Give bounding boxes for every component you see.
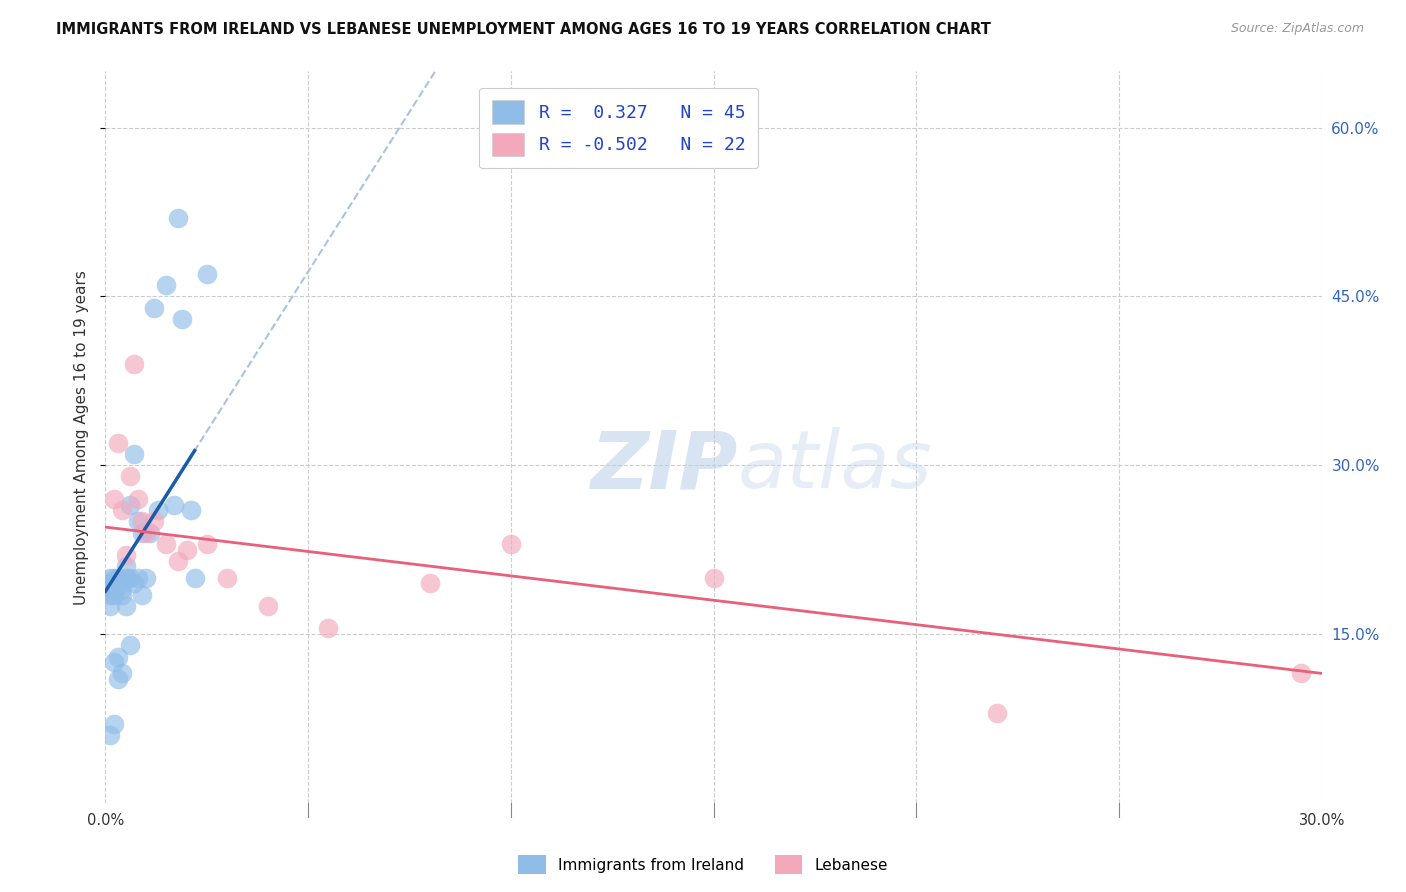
Text: atlas: atlas — [738, 427, 932, 506]
Point — [103, 717, 125, 731]
Point — [135, 571, 157, 585]
Point — [122, 447, 145, 461]
Text: ZIP: ZIP — [591, 427, 738, 506]
Point — [114, 559, 136, 574]
Point — [98, 576, 121, 591]
Point — [118, 571, 141, 585]
Point — [103, 582, 125, 596]
Point — [143, 301, 166, 315]
Point — [176, 542, 198, 557]
Point — [180, 503, 202, 517]
Point — [127, 491, 149, 506]
Point — [139, 525, 162, 540]
Point — [986, 706, 1008, 720]
Point — [131, 525, 153, 540]
Point — [103, 655, 125, 669]
Point — [131, 515, 153, 529]
Point — [143, 515, 166, 529]
Legend: Immigrants from Ireland, Lebanese: Immigrants from Ireland, Lebanese — [512, 849, 894, 880]
Point — [167, 211, 190, 225]
Legend: R =  0.327   N = 45, R = -0.502   N = 22: R = 0.327 N = 45, R = -0.502 N = 22 — [479, 87, 758, 169]
Point — [419, 576, 441, 591]
Point — [155, 537, 177, 551]
Point — [98, 571, 121, 585]
Point — [111, 588, 134, 602]
Point — [127, 515, 149, 529]
Point — [146, 503, 169, 517]
Point — [183, 571, 205, 585]
Point — [217, 571, 239, 585]
Point — [103, 588, 125, 602]
Point — [103, 576, 125, 591]
Point — [98, 599, 121, 613]
Point — [118, 498, 141, 512]
Point — [195, 537, 218, 551]
Point — [111, 576, 134, 591]
Point — [114, 599, 136, 613]
Point — [107, 576, 129, 591]
Point — [103, 571, 125, 585]
Point — [118, 469, 141, 483]
Point — [114, 571, 136, 585]
Point — [256, 599, 278, 613]
Text: Source: ZipAtlas.com: Source: ZipAtlas.com — [1230, 22, 1364, 36]
Point — [114, 548, 136, 562]
Point — [107, 649, 129, 664]
Point — [122, 576, 145, 591]
Point — [127, 571, 149, 585]
Point — [135, 525, 157, 540]
Point — [122, 357, 145, 371]
Point — [98, 728, 121, 742]
Point — [98, 576, 121, 591]
Point — [107, 571, 129, 585]
Point — [98, 582, 121, 596]
Point — [155, 278, 177, 293]
Point — [111, 666, 134, 681]
Point — [163, 498, 186, 512]
Point — [167, 554, 190, 568]
Point — [103, 491, 125, 506]
Point — [111, 503, 134, 517]
Point — [318, 621, 340, 635]
Y-axis label: Unemployment Among Ages 16 to 19 years: Unemployment Among Ages 16 to 19 years — [75, 269, 90, 605]
Point — [131, 588, 153, 602]
Point — [118, 638, 141, 652]
Point — [195, 267, 218, 281]
Point — [107, 576, 129, 591]
Text: IMMIGRANTS FROM IRELAND VS LEBANESE UNEMPLOYMENT AMONG AGES 16 TO 19 YEARS CORRE: IMMIGRANTS FROM IRELAND VS LEBANESE UNEM… — [56, 22, 991, 37]
Point — [111, 582, 134, 596]
Point — [98, 588, 121, 602]
Point — [172, 312, 194, 326]
Point — [107, 435, 129, 450]
Point — [1291, 666, 1313, 681]
Point — [499, 537, 522, 551]
Point — [702, 571, 725, 585]
Point — [107, 672, 129, 686]
